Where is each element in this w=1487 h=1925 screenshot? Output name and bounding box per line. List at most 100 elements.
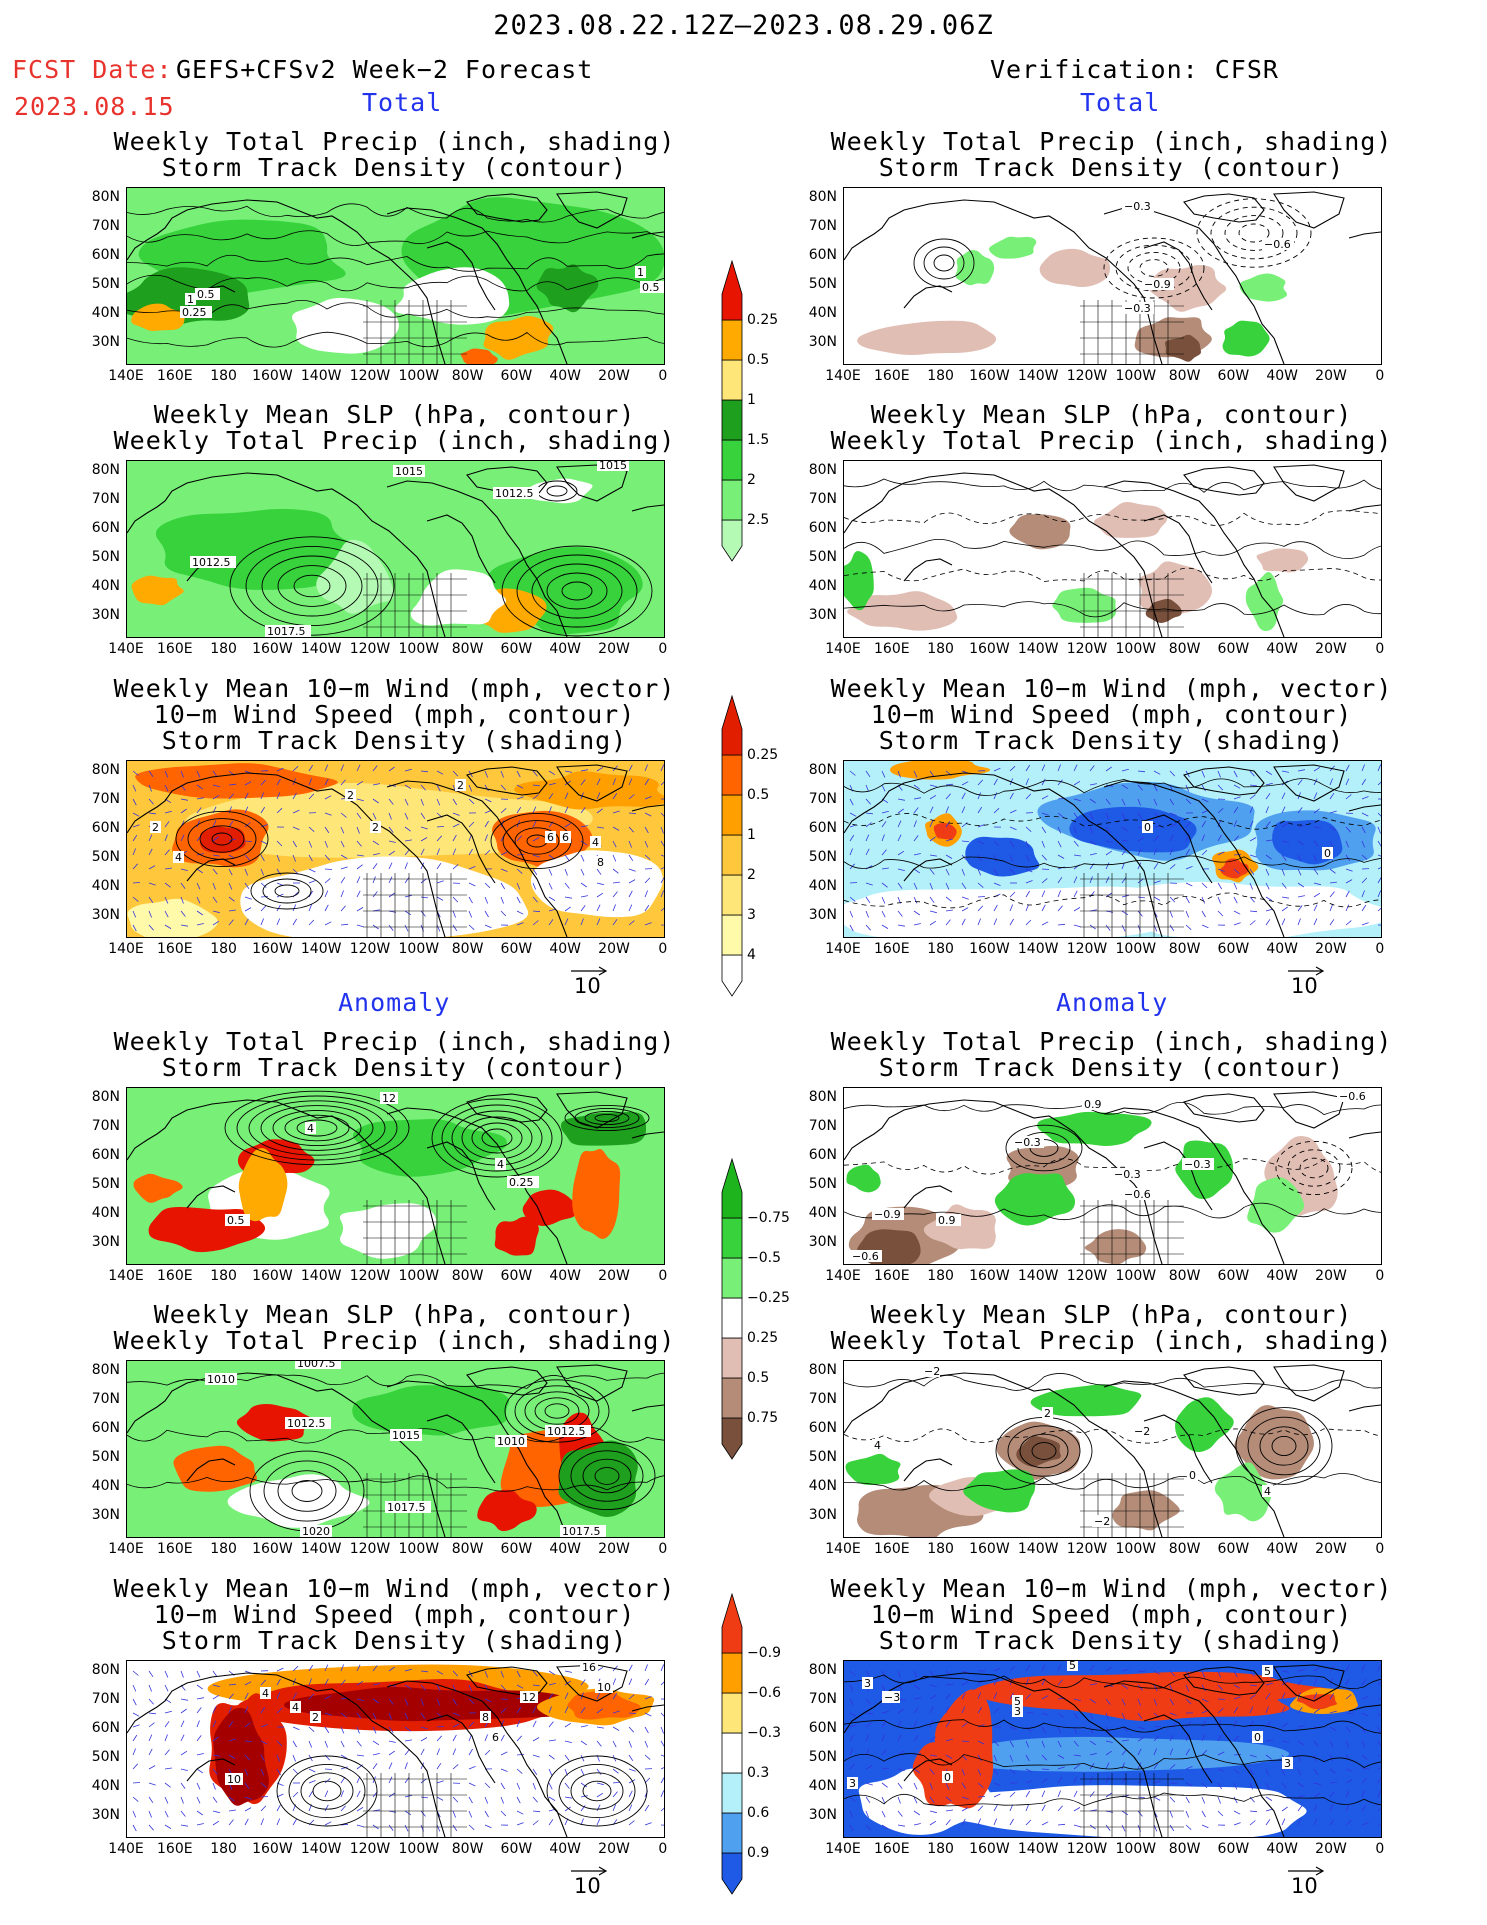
colorbar-segment [721, 914, 743, 956]
shading-blob [963, 1469, 1036, 1513]
contour-label: −0.6 [852, 1250, 879, 1263]
lon-tick-label: 60W [1217, 641, 1250, 657]
colorbar-segment [721, 874, 743, 916]
shading-blob [352, 1385, 510, 1436]
lat-tick-label: 70N [808, 1118, 837, 1134]
colorbar-segment [721, 319, 743, 361]
lon-tick-label: 20W [598, 1841, 630, 1857]
map-panel [843, 460, 1382, 638]
lon-tick-label: 40W [1266, 641, 1299, 657]
shading-blob [846, 1164, 881, 1193]
coastline-north-america [186, 1380, 568, 1537]
lon-tick-label: 140W [1017, 1541, 1059, 1557]
lon-tick-label: 180 [927, 1268, 954, 1284]
contour-label-bg [936, 1214, 961, 1226]
lat-tick-label: 30N [91, 334, 120, 350]
shading-blob [1009, 514, 1071, 550]
contour-label-bg [1082, 1098, 1107, 1110]
panel-title-line: Weekly Mean 10−m Wind (mph, vector) [830, 674, 1393, 703]
lon-tick-label: 140E [108, 941, 144, 957]
contour-label: 2 [1044, 1407, 1051, 1420]
contour-line [272, 1109, 362, 1147]
section-anomaly-left: Anomaly [338, 988, 451, 1017]
lon-tick-label: 140E [825, 641, 861, 657]
shading-blob [847, 591, 958, 631]
coastline-arctic-islands [466, 1664, 628, 1702]
contour-line [561, 581, 593, 601]
contour-line [933, 254, 955, 272]
lon-tick-label: 100W [398, 1541, 440, 1557]
lon-tick-label: 80W [451, 1541, 484, 1557]
contour-label: 1012.5 [192, 556, 231, 569]
colorbar-segment [721, 1593, 743, 1654]
contour-line [844, 1202, 1381, 1221]
lat-tick-label: 60N [808, 520, 837, 536]
contour-line [431, 1098, 563, 1178]
state-boundaries [363, 300, 467, 364]
contour-label: 12 [382, 1092, 396, 1105]
shading-blob [133, 1173, 183, 1203]
colorbar-tick-label: −0.25 [747, 1290, 790, 1306]
contour-line [1299, 1157, 1329, 1179]
contour-label-bg [1092, 1515, 1110, 1527]
lon-tick-label: 120W [349, 1268, 391, 1284]
lat-tick-label: 60N [808, 820, 837, 836]
lat-tick-label: 30N [808, 1234, 837, 1250]
lon-tick-label: 160E [157, 1541, 193, 1557]
panel-title-line: Weekly Total Precip (inch, shading) [830, 1326, 1393, 1355]
lat-tick-label: 50N [91, 276, 120, 292]
contour-label: 10 [227, 1773, 241, 1786]
coastline-detail [1143, 804, 1381, 884]
panel-title-line: Weekly Mean 10−m Wind (mph, vector) [830, 1574, 1393, 1603]
shading-blob [155, 508, 366, 590]
lat-tick-label: 60N [808, 1420, 837, 1436]
contour-label: 0.25 [182, 306, 207, 319]
lon-tick-label: 20W [1315, 368, 1347, 384]
contour-line [844, 1428, 1381, 1444]
lat-tick-label: 60N [808, 1147, 837, 1163]
contour-line [1224, 215, 1284, 251]
map-svg: −0.3 −0.6 −0.9 −0.3 [844, 188, 1381, 364]
contour-label-bg [595, 856, 606, 868]
contour-label: −0.9 [874, 1208, 901, 1221]
lon-tick-label: 100W [1115, 1841, 1157, 1857]
shading-blob [1234, 1405, 1314, 1480]
coastline-north-america [186, 780, 568, 937]
lat-tick-label: 60N [91, 1720, 120, 1736]
contour-line [277, 565, 347, 607]
lon-tick-label: 80W [451, 941, 484, 957]
shading-blob [560, 1111, 647, 1146]
contour-label: 2 [152, 821, 159, 834]
lon-tick-label: 160W [252, 1841, 293, 1857]
lat-tick-label: 50N [808, 276, 837, 292]
lat-tick-label: 50N [91, 1176, 120, 1192]
shading-blob [844, 886, 1178, 937]
coastline-detail [1143, 231, 1381, 311]
contour-label: 10 [597, 1681, 611, 1694]
lon-tick-label: 100W [398, 641, 440, 657]
contour-label: 1017.5 [387, 1501, 426, 1514]
panel-title-line: Storm Track Density (shading) [878, 1626, 1345, 1655]
lat-tick-label: 70N [91, 491, 120, 507]
contour-line [291, 1480, 323, 1502]
verification-title: Verification: CFSR [990, 55, 1279, 84]
colorbar-tick-label: 0.3 [747, 1765, 770, 1781]
contour-line [274, 884, 300, 898]
contour-line [441, 1104, 553, 1172]
coastline-north-america [903, 1680, 1285, 1837]
lon-tick-label: 180 [927, 1841, 954, 1857]
colorbar-segment [721, 754, 743, 796]
contour-label: 6 [562, 831, 569, 844]
lon-tick-label: 20W [598, 641, 630, 657]
lon-tick-label: 180 [927, 368, 954, 384]
colorbar-tick-label: 0.75 [747, 1410, 779, 1426]
lat-tick-label: 40N [808, 878, 837, 894]
contour-label: 0.5 [227, 1214, 245, 1227]
contour-label: 0 [1144, 821, 1151, 834]
contour-line [558, 1763, 636, 1819]
state-boundaries [363, 1773, 467, 1837]
contour-line [312, 1780, 342, 1802]
contour-label-bg [560, 1525, 606, 1537]
contour-label-bg [597, 461, 629, 471]
